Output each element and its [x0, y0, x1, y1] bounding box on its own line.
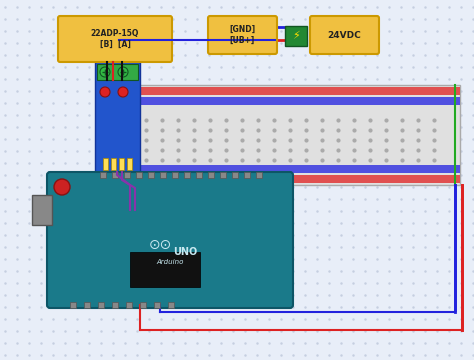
Bar: [100, 172, 106, 178]
Bar: [124, 172, 130, 178]
Bar: [70, 302, 76, 308]
Bar: [136, 172, 142, 178]
Bar: [160, 172, 166, 178]
Text: Arduino: Arduino: [156, 259, 184, 265]
Circle shape: [100, 67, 110, 77]
FancyBboxPatch shape: [310, 16, 379, 54]
Bar: [119, 158, 124, 170]
Circle shape: [118, 67, 128, 77]
Bar: [95, 62, 140, 172]
Text: 22ADP-15Q
[B]  [A]: 22ADP-15Q [B] [A]: [91, 29, 139, 49]
Bar: [115, 87, 460, 95]
Bar: [112, 302, 118, 308]
Bar: [148, 172, 154, 178]
Text: 24VDC: 24VDC: [327, 31, 361, 40]
Bar: [208, 172, 214, 178]
Bar: [103, 158, 108, 170]
Bar: [98, 302, 104, 308]
Bar: [32, 195, 52, 225]
Bar: [184, 172, 190, 178]
Bar: [115, 165, 460, 173]
Bar: [244, 172, 250, 178]
Circle shape: [54, 179, 70, 195]
Bar: [130, 252, 200, 287]
Bar: [97, 64, 138, 80]
Bar: [111, 158, 116, 170]
Bar: [220, 172, 226, 178]
Bar: [140, 302, 146, 308]
Bar: [84, 302, 90, 308]
Bar: [172, 172, 178, 178]
Bar: [112, 172, 118, 178]
Text: ⊙⊙: ⊙⊙: [148, 238, 172, 252]
Bar: [115, 97, 460, 105]
Bar: [115, 85, 460, 185]
Text: [GND]
[UB+]: [GND] [UB+]: [229, 25, 255, 45]
FancyBboxPatch shape: [208, 16, 277, 54]
Circle shape: [118, 87, 128, 97]
Bar: [168, 302, 174, 308]
FancyBboxPatch shape: [58, 16, 172, 62]
FancyBboxPatch shape: [47, 172, 293, 308]
Bar: [232, 172, 238, 178]
Bar: [196, 172, 202, 178]
Text: UNO: UNO: [173, 247, 197, 257]
Bar: [127, 158, 132, 170]
Bar: [256, 172, 262, 178]
Text: ⚡: ⚡: [292, 31, 300, 41]
Bar: [154, 302, 160, 308]
Bar: [285, 26, 307, 46]
Circle shape: [100, 87, 110, 97]
Bar: [115, 175, 460, 183]
Bar: [126, 302, 132, 308]
